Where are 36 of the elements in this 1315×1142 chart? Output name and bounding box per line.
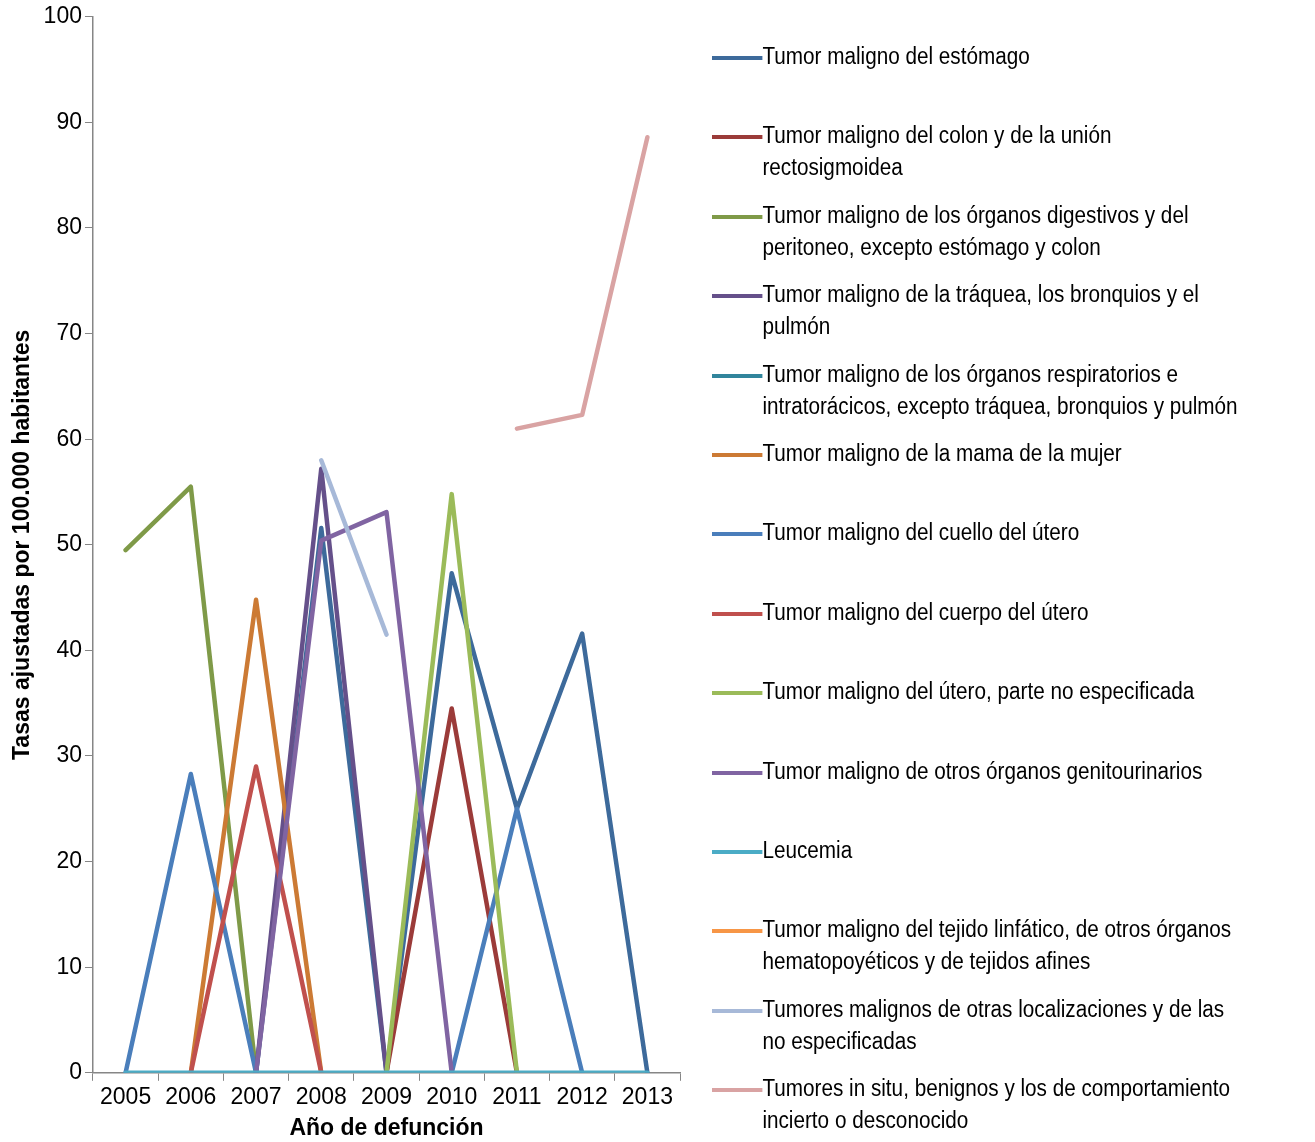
legend-label: Leucemia bbox=[762, 836, 853, 865]
y-tick-label: 60 bbox=[56, 424, 82, 451]
y-tick-label: 40 bbox=[56, 635, 82, 662]
y-tick-label: 70 bbox=[56, 318, 82, 345]
y-tick-label: 90 bbox=[56, 107, 82, 134]
legend-label: Tumor maligno del cuerpo del útero bbox=[762, 597, 1089, 627]
y-tick-label: 0 bbox=[69, 1058, 82, 1085]
legend-label: Tumor maligno de la mama de la mujer bbox=[762, 439, 1122, 468]
legend-label: Tumor maligno del tejido linfático, de otros órganos hematopoyéticos y de tejidos afines bbox=[762, 915, 1233, 977]
legend-label: Tumor maligno de la tráquea, los bronquios y el pulmón bbox=[762, 280, 1200, 342]
legend-label: Tumores in situ, benignos y los de comportamiento incierto o desconocido bbox=[762, 1074, 1231, 1136]
legend-label: Tumor maligno del estómago bbox=[762, 42, 1030, 71]
y-tick-label: 20 bbox=[56, 846, 82, 873]
x-tick-label: 2007 bbox=[230, 1082, 282, 1109]
x-tick-label: 2006 bbox=[165, 1082, 217, 1109]
y-tick-label: 50 bbox=[56, 530, 82, 557]
legend-label: Tumor maligno del útero, parte no especificada bbox=[762, 677, 1195, 707]
y-tick-label: 10 bbox=[56, 952, 82, 979]
y-tick-label: 30 bbox=[56, 741, 82, 768]
x-tick-label: 2013 bbox=[621, 1082, 673, 1109]
x-tick-label: 2008 bbox=[295, 1082, 347, 1109]
y-tick-label: 100 bbox=[43, 2, 82, 29]
x-tick-label: 2009 bbox=[360, 1082, 413, 1109]
legend-label: Tumor maligno de los órganos respiratorios e intratorácicos, excepto tráquea, bronquios y pulmón bbox=[762, 359, 1239, 421]
legend-label: Tumor maligno de otros órganos genitourinarios bbox=[762, 756, 1203, 786]
x-tick-label: 2005 bbox=[100, 1082, 152, 1109]
legend-label: Tumor maligno de los órganos digestivos y del peritoneo, excepto estómago y colon bbox=[762, 200, 1190, 262]
y-axis-title: Tasas ajustadas por 100.000 habitantes bbox=[8, 329, 35, 760]
legend-label: Tumor maligno del cuello del útero bbox=[762, 518, 1080, 548]
x-tick-label: 2010 bbox=[426, 1082, 478, 1109]
legend-label: Tumores malignos de otras localizaciones y de las no especificadas bbox=[762, 994, 1226, 1056]
x-axis-title: Año de defunción bbox=[289, 1113, 484, 1140]
x-tick-label: 2011 bbox=[492, 1082, 542, 1109]
y-tick-label: 80 bbox=[56, 213, 82, 240]
x-tick-label: 2012 bbox=[556, 1082, 608, 1109]
legend-label: Tumor maligno del colon y de la unión rectosigmoidea bbox=[762, 121, 1113, 183]
